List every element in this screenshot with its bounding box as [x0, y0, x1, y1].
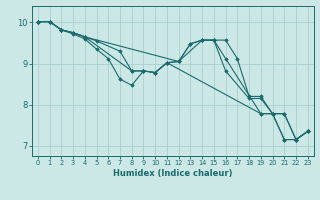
- X-axis label: Humidex (Indice chaleur): Humidex (Indice chaleur): [113, 169, 233, 178]
